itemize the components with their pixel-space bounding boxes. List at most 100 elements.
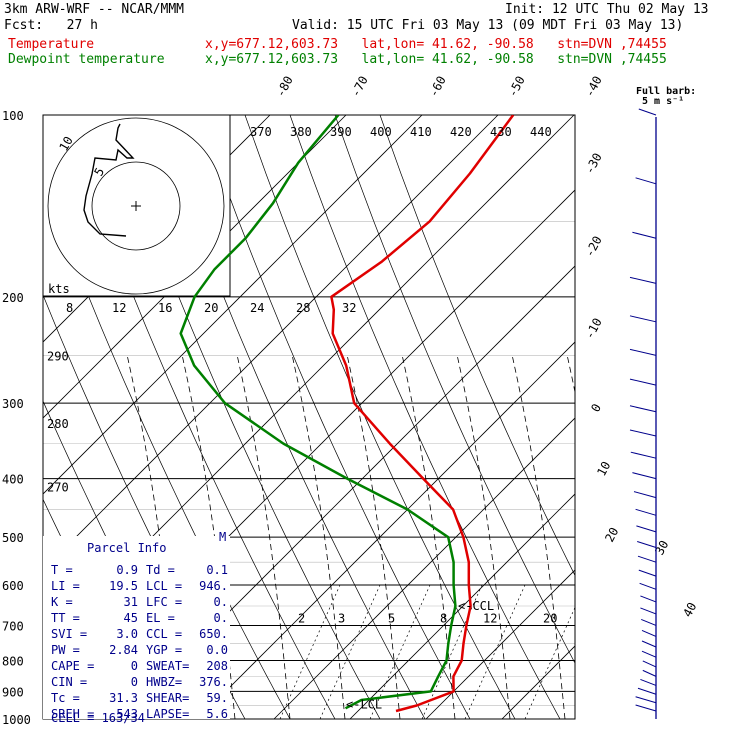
wind-barb [642, 669, 657, 677]
parcel-row-value: 59. [206, 691, 228, 705]
isotherm-label-30: 30 [652, 538, 671, 557]
isotherm-label--40: -40 [582, 74, 605, 100]
parcel-row-value: 0. [214, 595, 228, 609]
dry-adiabat [109, 115, 381, 719]
hodograph-ring-outer [47, 117, 225, 295]
parcel-row-label: SVI = [51, 627, 87, 641]
moist-adiabat [236, 355, 291, 719]
pressure-label-700: 700 [2, 619, 24, 633]
wind-barb [638, 569, 657, 577]
wind-barb [635, 177, 657, 185]
wind-barb [629, 276, 657, 284]
forecast-hour: Fcst: 27 h [4, 18, 98, 33]
parcel-row-label: CAPE = [51, 659, 94, 673]
hodograph-axis-label-28: 28 [296, 301, 310, 315]
dry-adiabat [289, 115, 561, 719]
parcel-row-label: CIN = [51, 675, 87, 689]
parcel-row-value: 0 [131, 659, 138, 673]
wind-barb [638, 108, 657, 116]
isotherm--70 [43, 115, 423, 495]
parcel-row-value: 5.6 [206, 707, 228, 721]
theta-e-label-440: 440 [530, 125, 552, 139]
hodograph-trace [83, 123, 135, 237]
parcel-row-label: T = [51, 563, 73, 577]
lcl-label: <-LCL [346, 697, 382, 711]
parcel-row-value: 19.5 [109, 579, 138, 593]
wind-barb [641, 629, 657, 637]
isotherm-label--60: -60 [426, 74, 449, 100]
wind-barb [629, 348, 657, 356]
parcel-row-value: 946. [199, 579, 228, 593]
isotherm--20 [197, 341, 575, 719]
parcel-info-title: Parcel Info [87, 541, 166, 555]
isotherm-10 [425, 569, 575, 719]
parcel-row-value: 376. [199, 675, 228, 689]
theta-e-label-400: 400 [370, 125, 392, 139]
hodograph-axis-label-24: 24 [250, 301, 264, 315]
isotherm-label--50: -50 [505, 74, 528, 100]
wind-barb [635, 704, 657, 712]
parcel-row-value: 2.84 [109, 643, 138, 657]
wind-barb [641, 650, 657, 658]
pressure-label-1000: 1000 [2, 713, 31, 727]
parcel-row-value: 31.3 [109, 691, 138, 705]
wind-barb [637, 555, 657, 563]
parcel-row-value: 0. [214, 611, 228, 625]
wind-barb [640, 595, 657, 603]
wind-barb [637, 540, 657, 548]
theta-e-label-380: 380 [290, 125, 312, 139]
wind-barb [641, 640, 657, 648]
parcel-row-label: SREH = [51, 707, 94, 721]
parcel-row-label: TT = [51, 611, 80, 625]
mixing-ratio-label-2: 2 [298, 611, 305, 625]
pressure-label-900: 900 [2, 685, 24, 699]
parcel-info-marker: M [219, 530, 226, 544]
wind-barb [637, 687, 657, 695]
isotherm-label--20: -20 [582, 234, 605, 260]
parcel-row-label: Tc = [51, 691, 80, 705]
isotherm-label-20: 20 [602, 525, 621, 544]
wind-barb [629, 378, 657, 386]
parcel-row-value: 3.0 [116, 627, 138, 641]
parcel-row-value: 0.0 [206, 643, 228, 657]
theta-e-label-430: 430 [490, 125, 512, 139]
theta-e-label-410: 410 [410, 125, 432, 139]
wind-barb [629, 429, 657, 437]
isotherm-label--70: -70 [348, 74, 371, 100]
dewpoint-legend-label: Dewpoint temperature [8, 52, 165, 67]
pressure-label-400: 400 [2, 473, 24, 487]
dewpoint-location: x,y=677.12,603.73 lat,lon= 41.62, -90.58… [205, 52, 667, 67]
parcel-row-label: CCL = [146, 627, 182, 641]
wind-barb [632, 231, 657, 239]
parcel-row-value: 45 [124, 611, 138, 625]
mixing-ratio-label-20: 20 [543, 611, 557, 625]
parcel-row-value: 650. [199, 627, 228, 641]
parcel-row-label: LAPSE= [146, 707, 189, 721]
ccl-label: <-CCL [458, 599, 494, 613]
hodograph-axis-label-8: 8 [66, 301, 73, 315]
mixing-ratio-label-3: 3 [338, 611, 345, 625]
valid-time: Valid: 15 UTC Fri 03 May 13 (09 MDT Fri … [292, 18, 684, 33]
dry-adiabat [64, 115, 336, 719]
parcel-row-value: 0.9 [116, 563, 138, 577]
mixing-ratio-line [524, 606, 575, 719]
moist-adiabat [511, 355, 566, 719]
moist-adiabat [346, 355, 401, 719]
parcel-row-label: PW = [51, 643, 80, 657]
mixing-ratio-label-8: 8 [440, 611, 447, 625]
wind-barb [629, 405, 657, 413]
parcel-cell: CELL = 163/34 [51, 711, 145, 725]
isotherm-label--30: -30 [582, 151, 605, 177]
parcel-row-value: 543 [116, 707, 138, 721]
hodograph-ring-inner [91, 161, 181, 251]
wind-barb [640, 607, 657, 615]
moist-adiabat [401, 355, 456, 719]
dry-adiabat [199, 115, 471, 719]
parcel-row-label: LCL = [146, 579, 182, 593]
theta-e-label-420: 420 [450, 125, 472, 139]
moist-adiabat [456, 355, 511, 719]
wind-barb [633, 491, 657, 499]
parcel-row-label: SWEAT= [146, 659, 189, 673]
hodograph-axis-label-16: 16 [158, 301, 172, 315]
